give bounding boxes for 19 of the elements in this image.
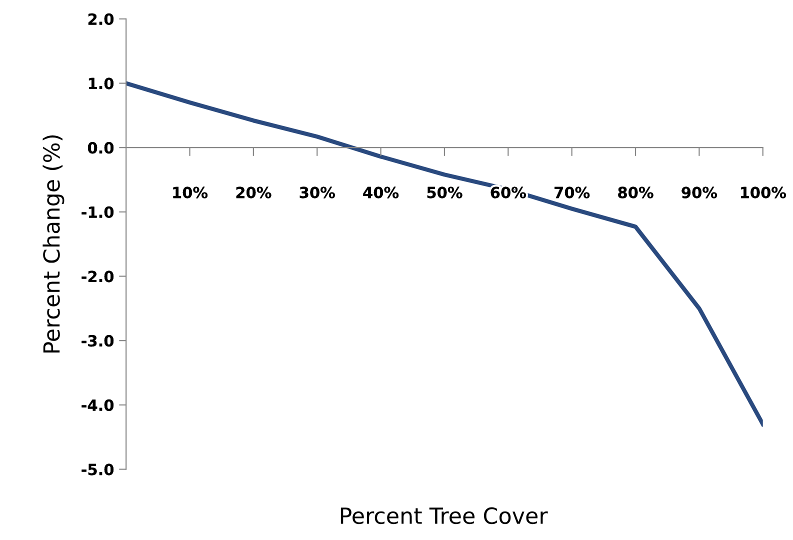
x-tick-label: 10% xyxy=(173,186,208,198)
x-tick-label: 20% xyxy=(236,186,272,198)
x-tick-label: 50% xyxy=(427,186,462,198)
x-tick-label: 80% xyxy=(618,186,654,198)
x-tick-label: 40% xyxy=(363,186,399,198)
x-tick-label: 90% xyxy=(682,186,717,198)
x-tick-label: 30% xyxy=(300,186,335,198)
y-tick-label: 0.0 xyxy=(88,142,114,154)
y-tick-label: 2.0 xyxy=(88,13,114,25)
x-tick-label: 100% xyxy=(740,186,786,198)
y-tick-label: -3.0 xyxy=(82,335,114,347)
y-tick-label: -5.0 xyxy=(82,464,114,476)
x-tick-label: 70% xyxy=(554,186,590,198)
y-tick-label: -1.0 xyxy=(82,206,114,218)
x-axis-title: Percent Tree Cover xyxy=(340,507,548,524)
y-tick-label: 1.0 xyxy=(88,78,114,90)
y-tick-label: -2.0 xyxy=(82,270,114,282)
y-axis-title: Percent Change (%) xyxy=(42,135,64,353)
y-tick-label: -4.0 xyxy=(82,399,114,411)
